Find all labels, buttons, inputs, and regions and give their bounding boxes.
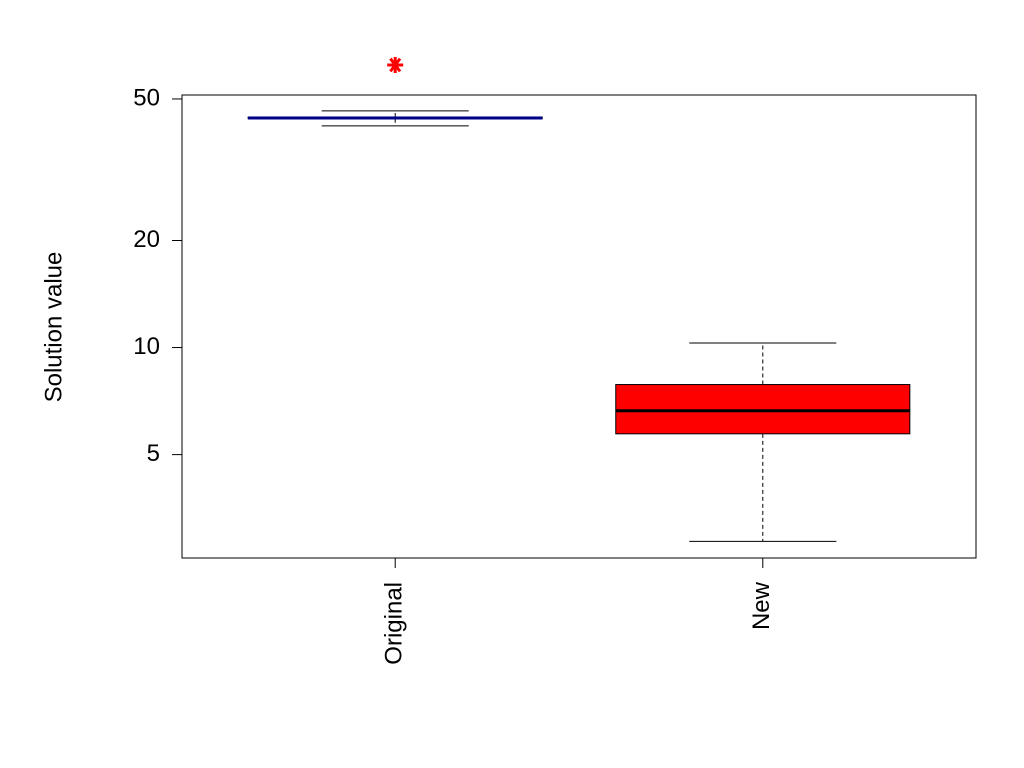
x-tick-label: Original bbox=[381, 582, 408, 665]
y-axis-label: Solution value bbox=[40, 252, 67, 403]
x-tick-label: New bbox=[748, 581, 775, 630]
plot-frame bbox=[181, 94, 977, 559]
box bbox=[615, 384, 911, 435]
y-tick-label: 10 bbox=[133, 333, 160, 360]
y-tick-label: 50 bbox=[133, 84, 160, 111]
y-tick-label: 20 bbox=[133, 226, 160, 253]
outlier bbox=[387, 56, 404, 73]
y-tick-label: 5 bbox=[147, 440, 160, 467]
